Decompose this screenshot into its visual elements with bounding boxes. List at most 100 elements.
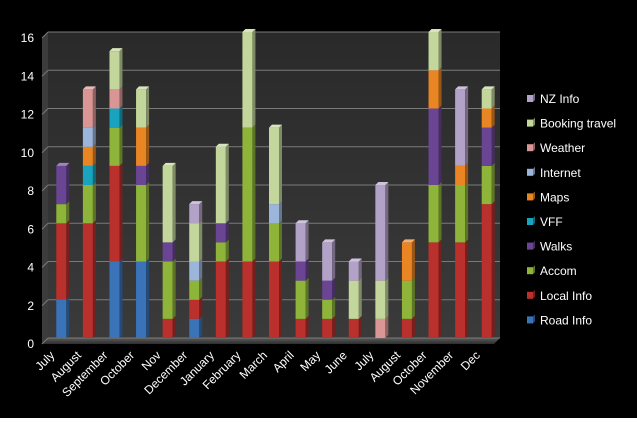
bar-segment — [269, 204, 279, 224]
bar-segment — [481, 127, 492, 166]
bar-segment — [242, 261, 253, 338]
bar-segment-side — [385, 315, 389, 338]
legend-label: NZ Info — [540, 92, 580, 106]
y-tick-label: 12 — [21, 108, 35, 122]
bar-segment — [348, 261, 359, 281]
bar-segment-side — [172, 162, 176, 243]
y-tick-label: 10 — [21, 146, 35, 160]
bar-segment-side — [92, 220, 96, 338]
y-tick-label: 8 — [27, 184, 34, 198]
bar-segment — [348, 280, 359, 319]
bar-segment-side — [358, 277, 362, 319]
bar-segment-side — [172, 258, 176, 319]
bar-segment-side — [465, 86, 469, 166]
bar-segment — [82, 146, 93, 166]
legend-label: Internet — [540, 166, 581, 180]
gridline-side — [41, 108, 49, 115]
bar-top — [136, 86, 150, 90]
bar-segment — [375, 318, 386, 338]
bar-segment-side — [225, 143, 229, 224]
bar-segment — [242, 32, 253, 128]
bar-segment — [162, 165, 173, 243]
bar-segment — [189, 261, 200, 281]
bar-segment-side — [252, 124, 256, 262]
bar-segment — [375, 280, 386, 319]
bar-segment-side — [385, 182, 389, 281]
bar-segment — [189, 318, 200, 338]
bar-segment — [136, 261, 147, 338]
bar-segment-side — [305, 220, 309, 262]
bar-segment — [401, 280, 412, 319]
bar-segment — [269, 127, 279, 205]
bar-segment — [269, 223, 279, 262]
bar-top — [269, 124, 282, 128]
bar-segment — [428, 242, 439, 338]
legend-swatch — [527, 291, 533, 299]
bar-segment-side — [225, 239, 229, 262]
gridline-side — [41, 184, 49, 192]
gridline-side — [41, 31, 49, 39]
bar-segment-side — [146, 124, 150, 166]
bar-top — [242, 29, 256, 32]
bar-segment — [109, 51, 120, 90]
legend-swatch-side — [533, 289, 535, 299]
legend-swatch-side — [533, 93, 535, 102]
legend-label: Road Info — [540, 313, 592, 327]
bar-segment-side — [92, 86, 96, 128]
legend-swatch-side — [533, 216, 535, 225]
legend-swatch — [527, 95, 533, 102]
bar-segment-side — [491, 105, 495, 128]
bar-segment — [109, 127, 120, 166]
bar-segment — [348, 318, 359, 338]
bar-segment — [136, 89, 147, 128]
legend-swatch-side — [533, 166, 535, 176]
bar-segment — [109, 108, 120, 128]
bar-segment — [109, 89, 120, 109]
gridline-side — [41, 69, 49, 77]
bar-segment-side — [279, 220, 282, 262]
bar-segment-side — [279, 201, 282, 224]
legend-label: Accom — [540, 264, 577, 278]
bar-segment — [56, 204, 67, 224]
bar-segment-side — [92, 182, 96, 224]
bar-segment — [189, 223, 200, 262]
bar-segment — [56, 299, 67, 338]
gridline-side — [41, 222, 49, 230]
bar-segment — [215, 146, 226, 224]
gridline-side — [41, 261, 49, 268]
bar-top — [56, 162, 70, 166]
bar-segment-side — [119, 48, 123, 90]
bar-segment-side — [332, 277, 336, 300]
bar-segment-side — [66, 296, 70, 338]
bar-segment-side — [279, 124, 282, 205]
bar-segment-side — [491, 162, 495, 205]
floor — [42, 338, 500, 344]
bar-top — [428, 29, 442, 32]
legend-swatch — [527, 218, 533, 225]
y-tick-label: 2 — [27, 299, 34, 313]
legend-label: Weather — [540, 141, 585, 155]
legend-label: Maps — [540, 190, 569, 204]
bar-segment-side — [199, 277, 203, 300]
bar-segment-side — [332, 296, 336, 319]
bar-segment-side — [119, 258, 123, 338]
legend-swatch-side — [533, 117, 535, 127]
bar-top — [295, 220, 309, 224]
bar-segment-side — [199, 258, 203, 281]
bar-segment — [215, 261, 226, 338]
bar-segment — [269, 261, 279, 338]
bar-segment-side — [146, 162, 150, 185]
bar-segment — [428, 185, 439, 243]
bar-segment-side — [119, 124, 123, 166]
legend-label: VFF — [540, 215, 563, 229]
bar-segment-side — [305, 258, 309, 281]
bar-segment — [82, 89, 93, 128]
bar-segment-side — [411, 239, 415, 281]
y-tick-label: 14 — [21, 69, 35, 83]
bar-segment-side — [146, 86, 150, 128]
bar-segment — [189, 204, 200, 224]
bar-segment — [295, 280, 306, 319]
bar-segment — [215, 242, 226, 262]
bar-segment-side — [119, 105, 123, 128]
